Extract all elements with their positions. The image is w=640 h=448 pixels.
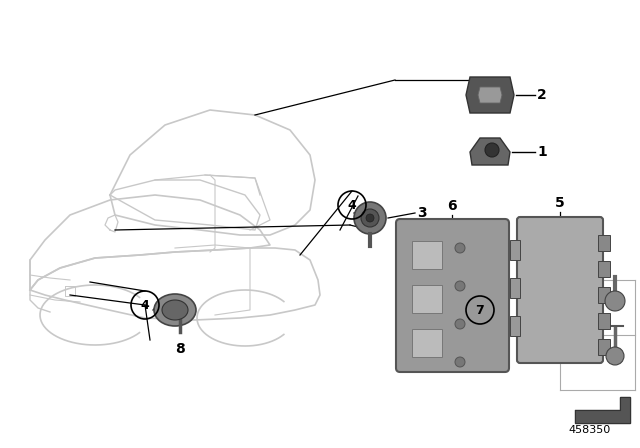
Text: 5: 5 bbox=[555, 196, 565, 210]
Circle shape bbox=[455, 357, 465, 367]
Text: 1: 1 bbox=[537, 145, 547, 159]
Bar bbox=[598, 339, 610, 355]
Circle shape bbox=[455, 319, 465, 329]
Bar bbox=[598, 287, 610, 303]
Circle shape bbox=[455, 281, 465, 291]
Text: 4: 4 bbox=[568, 344, 577, 357]
Text: 3: 3 bbox=[417, 206, 427, 220]
Text: 458350: 458350 bbox=[569, 425, 611, 435]
Bar bbox=[598, 235, 610, 251]
Bar bbox=[598, 261, 610, 277]
Bar bbox=[412, 329, 442, 357]
Bar bbox=[598, 313, 610, 329]
Ellipse shape bbox=[154, 294, 196, 326]
Text: 4: 4 bbox=[348, 198, 356, 211]
Polygon shape bbox=[466, 77, 514, 113]
Circle shape bbox=[354, 202, 386, 234]
FancyBboxPatch shape bbox=[517, 217, 603, 363]
Polygon shape bbox=[575, 397, 630, 423]
Circle shape bbox=[605, 291, 625, 311]
FancyBboxPatch shape bbox=[396, 219, 509, 372]
Text: 7: 7 bbox=[568, 289, 577, 302]
Circle shape bbox=[361, 209, 379, 227]
Text: 4: 4 bbox=[141, 298, 149, 311]
Circle shape bbox=[606, 347, 624, 365]
Polygon shape bbox=[470, 138, 510, 165]
Bar bbox=[510, 240, 520, 260]
Bar bbox=[412, 285, 442, 313]
Polygon shape bbox=[478, 87, 502, 103]
Bar bbox=[510, 316, 520, 336]
Bar bbox=[412, 241, 442, 269]
Circle shape bbox=[366, 214, 374, 222]
Circle shape bbox=[485, 143, 499, 157]
Text: 2: 2 bbox=[537, 88, 547, 102]
Text: 6: 6 bbox=[447, 199, 457, 213]
Ellipse shape bbox=[162, 300, 188, 320]
Bar bbox=[510, 278, 520, 298]
Text: 7: 7 bbox=[476, 303, 484, 316]
Text: 8: 8 bbox=[175, 342, 185, 356]
Circle shape bbox=[455, 243, 465, 253]
